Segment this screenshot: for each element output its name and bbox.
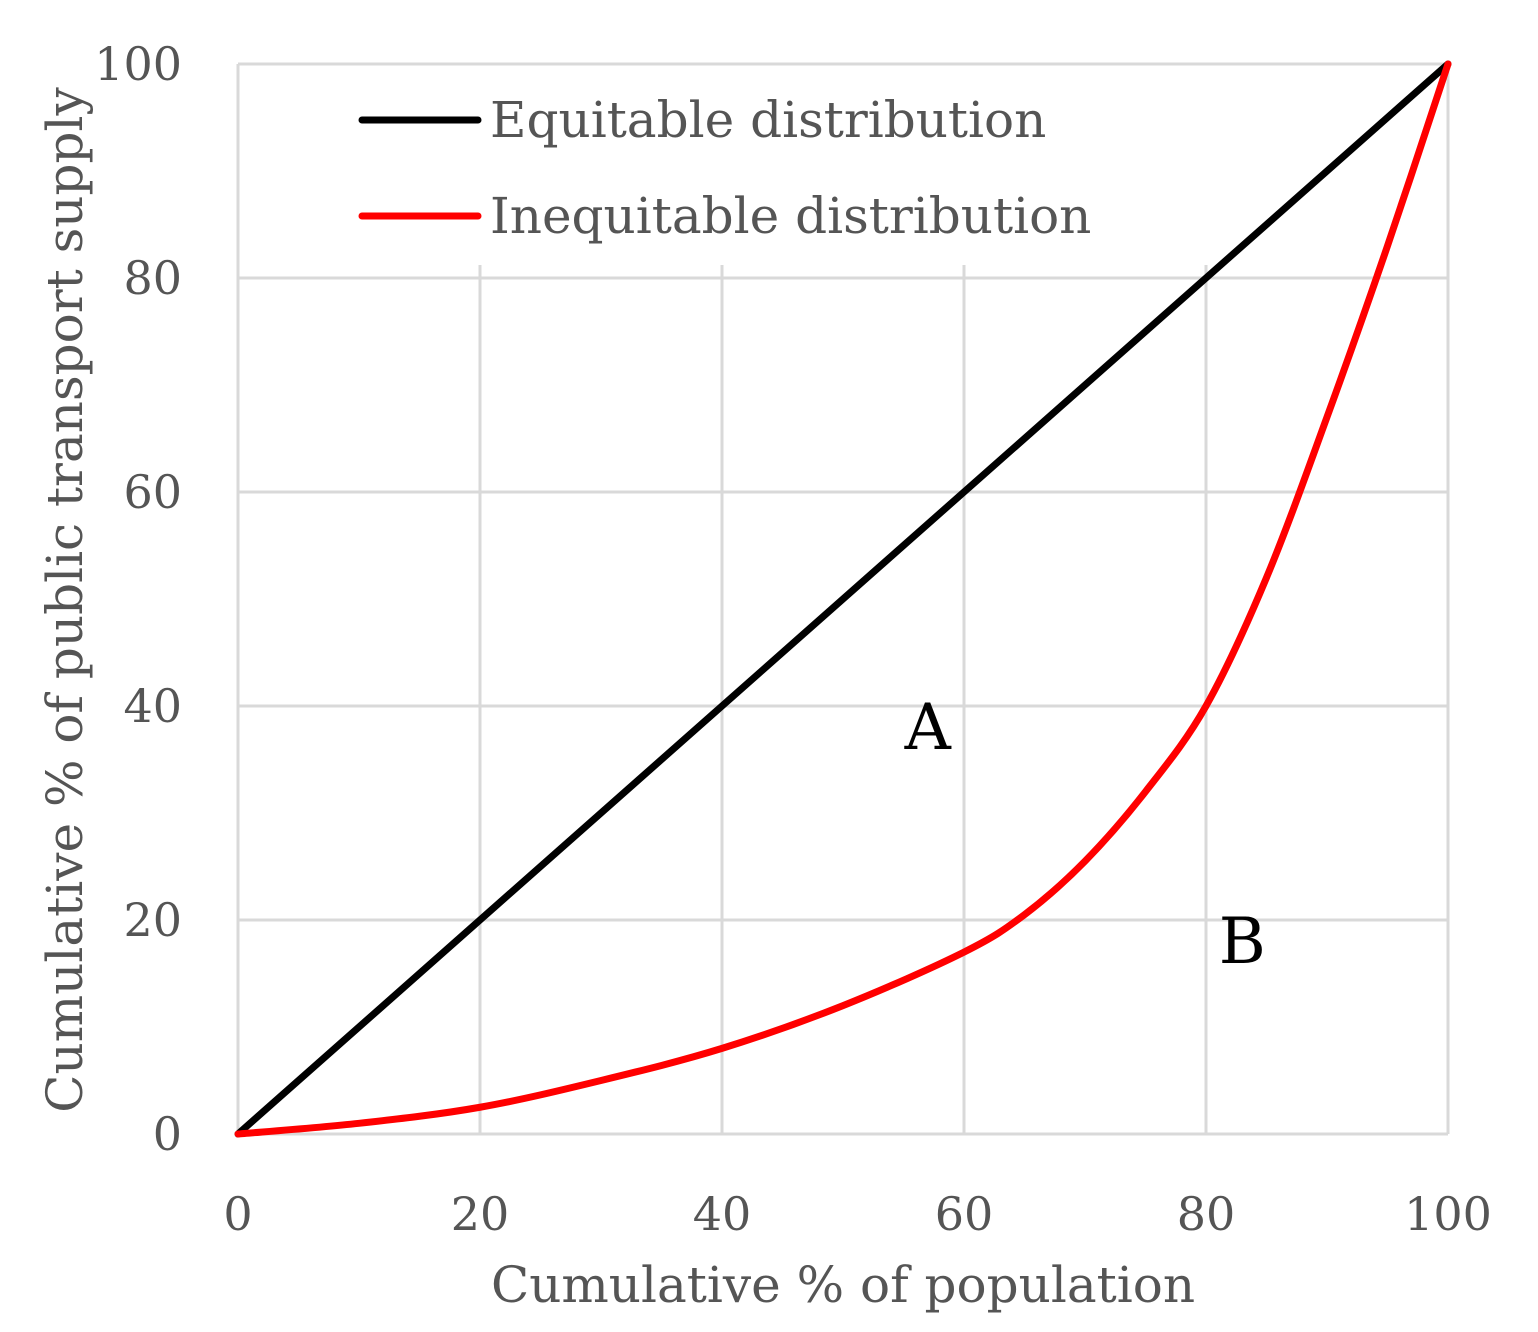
y-axis-label: Cumulative % of public transport supply [36,87,94,1113]
y-tick-label-60: 60 [123,465,182,519]
x-axis-label: Cumulative % of population [491,1256,1195,1314]
series-line-0 [234,60,1452,1138]
x-tick-label-60: 60 [935,1187,994,1241]
series-lines [234,60,1452,1138]
annotations: AB [904,691,1266,979]
annotation-a: A [904,691,952,765]
series-line-1 [234,60,1452,1138]
tick-labels: 0 20 40 60 80 100 0 20 40 60 80 100 [94,37,1492,1241]
x-tick-label-20: 20 [451,1187,510,1241]
y-tick-label-80: 80 [123,251,182,305]
legend-label-1: Inequitable distribution [490,187,1091,245]
x-tick-label-40: 40 [693,1187,752,1241]
legend-label-0: Equitable distribution [490,91,1046,149]
y-tick-label-0: 0 [153,1107,182,1161]
y-tick-label-20: 20 [123,893,182,947]
y-tick-label-100: 100 [94,37,182,91]
x-tick-label-100: 100 [1404,1187,1492,1241]
x-tick-label-80: 80 [1177,1187,1236,1241]
y-tick-label-40: 40 [123,679,182,733]
annotation-b: B [1219,905,1266,979]
legend: Equitable distribution Inequitable distri… [358,91,1091,245]
x-tick-label-0: 0 [223,1187,252,1241]
